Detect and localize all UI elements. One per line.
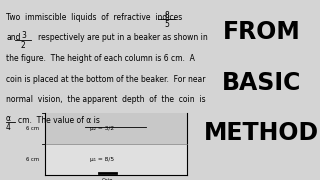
Text: the figure.  The height of each column is 6 cm.  A: the figure. The height of each column is… [6,54,195,63]
Text: Coin: Coin [101,178,113,180]
Text: and: and [6,33,20,42]
Text: 6 cm: 6 cm [27,126,40,131]
Text: μ₂ = 3/2: μ₂ = 3/2 [90,126,114,131]
Text: FROM: FROM [223,20,300,44]
Text: 8: 8 [164,11,169,20]
Text: μ₁ = 8/5: μ₁ = 8/5 [90,157,114,162]
Text: 3: 3 [21,31,26,40]
Text: coin is placed at the bottom of the beaker.  For near: coin is placed at the bottom of the beak… [6,75,205,84]
Text: normal  vision,  the apparent  depth  of  the  coin  is: normal vision, the apparent depth of the… [6,95,206,104]
Text: α: α [6,114,11,123]
Text: 6 cm: 6 cm [27,157,40,162]
Text: 2: 2 [21,40,26,50]
Text: cm.  The value of α is: cm. The value of α is [18,116,100,125]
Text: respectively are put in a beaker as shown in: respectively are put in a beaker as show… [37,33,207,42]
Text: BASIC: BASIC [222,71,301,95]
Text: Two  immiscible  liquids  of  refractive  indices: Two immiscible liquids of refractive ind… [6,13,182,22]
Text: 4: 4 [6,123,11,132]
Text: 5: 5 [164,20,169,29]
Bar [45,144,187,175]
Text: METHOD: METHOD [204,121,319,145]
Bar [45,113,187,144]
